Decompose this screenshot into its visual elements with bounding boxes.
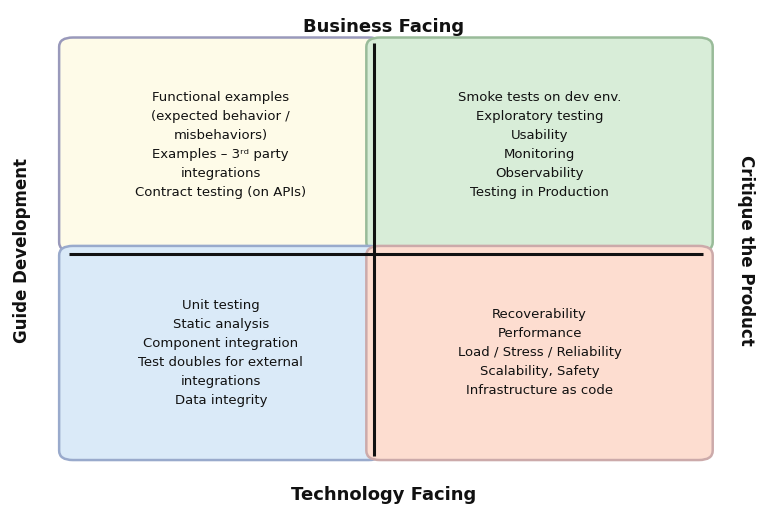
Text: Critique the Product: Critique the Product (737, 155, 756, 345)
Text: Business Facing: Business Facing (303, 18, 465, 36)
Text: Unit testing
Static analysis
Component integration
Test doubles for external
int: Unit testing Static analysis Component i… (138, 299, 303, 407)
Text: Functional examples
(expected behavior /
misbehaviors)
Examples – 3ʳᵈ party
inte: Functional examples (expected behavior /… (135, 91, 306, 199)
Text: Recoverability
Performance
Load / Stress / Reliability
Scalability, Safety
Infra: Recoverability Performance Load / Stress… (458, 308, 621, 398)
FancyBboxPatch shape (366, 38, 713, 252)
FancyBboxPatch shape (366, 246, 713, 460)
Text: Guide Development: Guide Development (12, 157, 31, 343)
Text: Technology Facing: Technology Facing (291, 486, 477, 504)
Text: Smoke tests on dev env.
Exploratory testing
Usability
Monitoring
Observability
T: Smoke tests on dev env. Exploratory test… (458, 91, 621, 199)
FancyBboxPatch shape (59, 246, 382, 460)
FancyBboxPatch shape (59, 38, 382, 252)
